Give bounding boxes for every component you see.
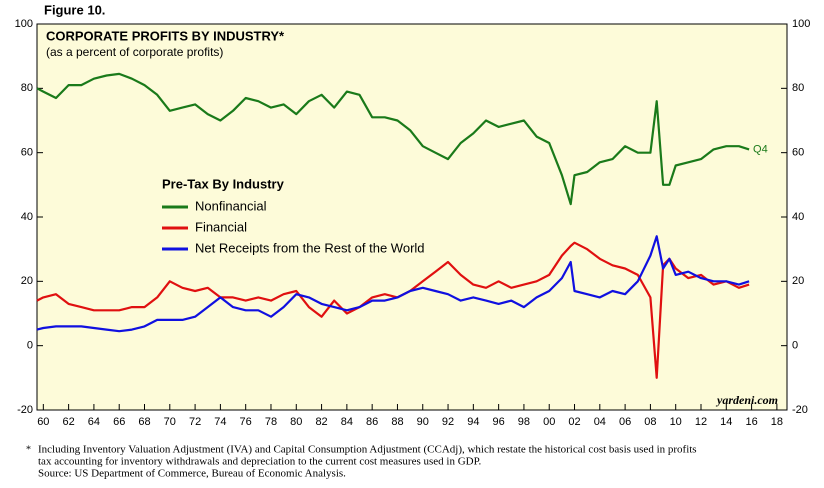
x-tick-label: 04	[594, 416, 606, 428]
chart-subtitle: (as a percent of corporate profits)	[46, 45, 223, 59]
x-tick-label: 66	[113, 416, 125, 428]
x-tick-label: 72	[189, 416, 201, 428]
legend-label: Net Receipts from the Rest of the World	[195, 240, 425, 255]
x-tick-label: 78	[265, 416, 277, 428]
x-tick-label: 00	[543, 416, 555, 428]
y2-tick-label: 80	[792, 82, 804, 94]
series-line	[36, 72, 750, 206]
y-tick-label: -20	[17, 404, 33, 416]
y-tick-label: 20	[21, 275, 33, 287]
y2-tick-label: 60	[792, 147, 804, 159]
y2-tick-label: 0	[792, 340, 798, 352]
watermark: yardeni.com	[715, 393, 778, 407]
y2-tick-label: 100	[792, 18, 810, 30]
legend-label: Financial	[195, 219, 247, 234]
x-tick-label: 84	[341, 416, 353, 428]
x-tick-label: 60	[37, 416, 49, 428]
y-tick-label: 80	[21, 82, 33, 94]
y-tick-label: 60	[21, 147, 33, 159]
x-tick-label: 68	[138, 416, 150, 428]
x-tick-label: 90	[417, 416, 429, 428]
x-tick-label: 94	[467, 416, 479, 428]
x-tick-label: 98	[518, 416, 530, 428]
x-tick-label: 08	[644, 416, 656, 428]
legend-label: Nonfinancial	[195, 198, 267, 213]
x-tick-label: 88	[391, 416, 403, 428]
y-tick-label: 100	[15, 18, 33, 30]
x-tick-label: 16	[745, 416, 757, 428]
x-tick-label: 70	[164, 416, 176, 428]
x-tick-label: 02	[568, 416, 580, 428]
x-tick-label: 76	[240, 416, 252, 428]
x-tick-label: 74	[214, 416, 226, 428]
legend-title: Pre-Tax By Industry	[162, 176, 285, 191]
y2-tick-label: -20	[792, 404, 808, 416]
x-tick-label: 82	[315, 416, 327, 428]
y-tick-label: 0	[27, 340, 33, 352]
series-line	[36, 235, 750, 333]
figure-label: Figure 10.	[44, 2, 105, 17]
source: Source: US Department of Commerce, Burea…	[38, 468, 346, 480]
plot-area	[36, 23, 788, 411]
annotation: Q4	[753, 143, 768, 155]
x-tick-label: 06	[619, 416, 631, 428]
x-tick-label: 92	[442, 416, 454, 428]
y2-tick-label: 40	[792, 211, 804, 223]
x-tick-label: 64	[88, 416, 100, 428]
footnote-mark: *	[26, 444, 31, 455]
footnote: Including Inventory Valuation Adjustment…	[38, 444, 697, 456]
x-tick-label: 14	[720, 416, 732, 428]
x-tick-label: 12	[695, 416, 707, 428]
y2-tick-label: 20	[792, 275, 804, 287]
x-tick-label: 18	[771, 416, 783, 428]
y-tick-label: 40	[21, 211, 33, 223]
footnote: tax accounting for inventory withdrawals…	[38, 456, 481, 468]
x-tick-label: 10	[670, 416, 682, 428]
x-tick-label: 80	[290, 416, 302, 428]
x-tick-label: 86	[366, 416, 378, 428]
x-tick-label: 96	[493, 416, 505, 428]
x-tick-label: 62	[62, 416, 74, 428]
chart-title: CORPORATE PROFITS BY INDUSTRY*	[46, 28, 285, 43]
